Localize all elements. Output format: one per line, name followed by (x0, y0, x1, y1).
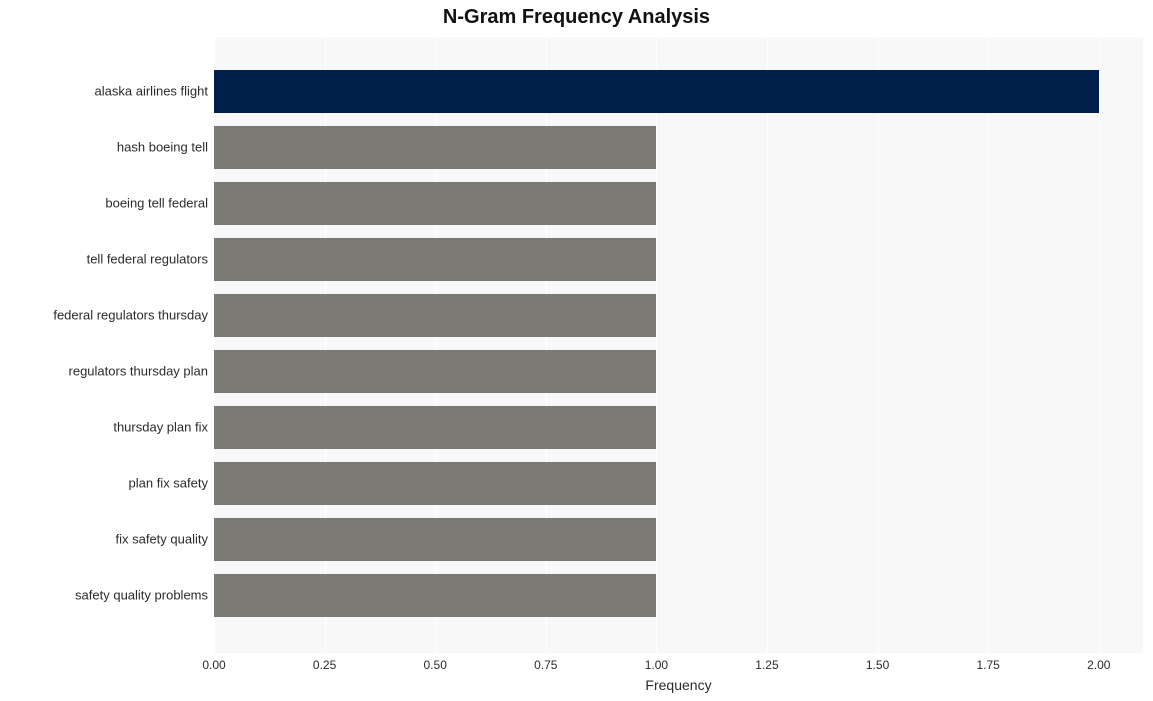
x-tick-label: 1.50 (866, 658, 889, 672)
bar (214, 70, 1099, 113)
y-tick-label: federal regulators thursday (53, 308, 208, 323)
x-tick-label: 1.75 (976, 658, 999, 672)
x-tick-label: 1.25 (755, 658, 778, 672)
grid-line (656, 37, 657, 653)
grid-line (878, 37, 879, 653)
bar (214, 406, 656, 449)
bar (214, 462, 656, 505)
x-tick-label: 2.00 (1087, 658, 1110, 672)
y-tick-label: hash boeing tell (117, 140, 208, 155)
grid-line (988, 37, 989, 653)
x-tick-label: 0.25 (313, 658, 336, 672)
x-axis-title: Frequency (214, 677, 1143, 693)
grid-line (1099, 37, 1100, 653)
y-tick-label: tell federal regulators (87, 252, 208, 267)
x-tick-label: 0.75 (534, 658, 557, 672)
x-tick-label: 0.00 (202, 658, 225, 672)
x-tick-label: 1.00 (645, 658, 668, 672)
ngram-chart: N-Gram Frequency Analysis Frequency 0.00… (0, 0, 1153, 701)
y-tick-label: plan fix safety (129, 476, 209, 491)
y-tick-label: thursday plan fix (113, 420, 208, 435)
x-tick-label: 0.50 (424, 658, 447, 672)
bar (214, 518, 656, 561)
y-tick-label: regulators thursday plan (69, 364, 208, 379)
bar (214, 294, 656, 337)
bar (214, 574, 656, 617)
y-tick-label: fix safety quality (116, 532, 209, 547)
bar (214, 182, 656, 225)
y-tick-label: alaska airlines flight (95, 84, 208, 99)
y-tick-label: safety quality problems (75, 588, 208, 603)
plot-area (214, 37, 1143, 653)
grid-line (767, 37, 768, 653)
bar (214, 126, 656, 169)
bar (214, 238, 656, 281)
chart-title: N-Gram Frequency Analysis (0, 6, 1153, 29)
y-tick-label: boeing tell federal (105, 196, 208, 211)
bar (214, 350, 656, 393)
